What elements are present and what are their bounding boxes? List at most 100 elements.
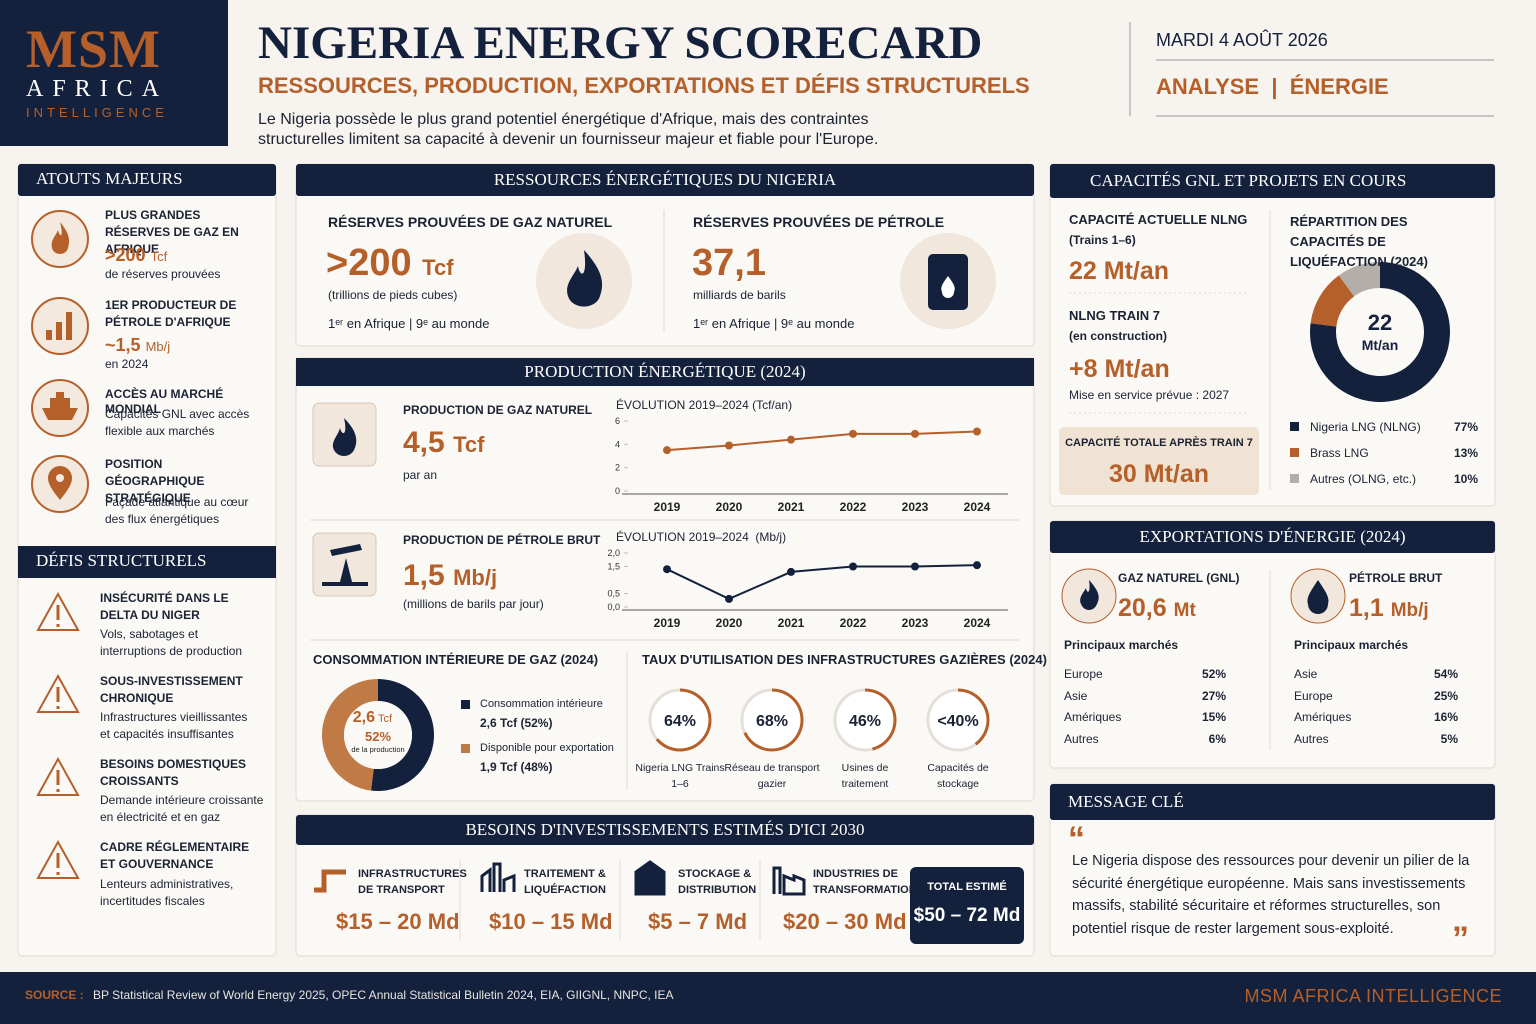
market-share: 15%: [1201, 710, 1226, 724]
legend-value: 13%: [1453, 446, 1478, 460]
drop-icon: [941, 276, 955, 298]
warning-icon: [36, 673, 80, 713]
value: 1,5: [403, 559, 445, 592]
category: ANALYSE | ÉNERGIE: [1156, 74, 1389, 99]
logo-main: MSM: [26, 19, 161, 79]
y-tick-label: 0,5: [607, 589, 620, 599]
gnl-total-label: CAPACITÉ TOTALE APRÈS TRAIN 7: [1065, 437, 1253, 449]
gnl-sub: (en construction): [1069, 329, 1167, 343]
data-point: [973, 427, 981, 436]
legend-label: Autres (OLNG, etc.): [1310, 472, 1417, 486]
production-value: 4,5 Tcf: [403, 424, 484, 462]
legend-swatch: [1290, 422, 1299, 431]
x-tick-label: 2023: [902, 500, 929, 514]
intro: Le Nigeria possède le plus grand potenti…: [258, 111, 879, 148]
legend-detail: 1,9 Tcf (48%): [480, 760, 553, 774]
y-tick-label: 4: [615, 439, 620, 449]
section-headers: [18, 164, 1495, 845]
gauge-label: 46%: [849, 713, 881, 730]
defi-text: Demande intérieure croissante en électri…: [100, 793, 264, 824]
total-value: $50 – 72 Md: [913, 905, 1021, 926]
resource-value: 37,1: [692, 242, 766, 284]
flame-icon: [567, 250, 603, 307]
plant-icon: [480, 862, 516, 892]
y-tick-label: 0,0: [607, 602, 620, 612]
gnl-label: CAPACITÉ ACTUELLE NLNG: [1069, 212, 1248, 227]
legend-value: 77%: [1453, 420, 1478, 434]
total-box: [910, 867, 1024, 944]
value: 4,5: [403, 426, 445, 459]
center-unit: Mt/an: [1362, 337, 1399, 353]
chart-title: ÉVOLUTION 2019–2024 (Tcf/an): [616, 398, 793, 412]
resource-label: RÉSERVES PROUVÉES DE PÉTROLE: [693, 214, 945, 230]
data-point: [849, 429, 857, 438]
legend-swatch: [1290, 474, 1299, 483]
data-point: [725, 594, 733, 603]
gauge-arc: [864, 688, 897, 751]
gnl-value: 22 Mt/an: [1069, 257, 1170, 285]
footer-bar: [0, 972, 1536, 1024]
resource-note: milliards de barils: [693, 288, 786, 302]
drop-icon: [1307, 580, 1329, 614]
warning-icon: [36, 591, 80, 631]
production-label: PRODUCTION DE PÉTROLE BRUT: [403, 533, 601, 547]
data-point: [849, 562, 857, 571]
invest-label: TRAITEMENT & LIQUÉFACTION: [524, 868, 606, 896]
x-tick-label: 2021: [778, 616, 805, 630]
source-label: SOURCE :: [25, 988, 84, 1002]
market-name: Amériques: [1294, 710, 1352, 724]
section-title: EXPORTATIONS D'ÉNERGIE (2024): [1139, 527, 1406, 546]
unit: Tcf: [150, 249, 168, 264]
value: ~1,5: [105, 335, 141, 355]
gauge-arc: [655, 688, 712, 752]
y-tick-label: 0: [615, 486, 620, 496]
page-subtitle: RESSOURCES, PRODUCTION, EXPORTATIONS ET …: [258, 73, 1030, 98]
defi-title: SOUS-INVESTISSEMENT CHRONIQUE: [100, 674, 243, 705]
resource-rank: 1ᵉʳ en Afrique | 9ᵉ au monde: [693, 316, 855, 331]
section-title: MESSAGE CLÉ: [1068, 792, 1184, 811]
production-note: par an: [403, 468, 438, 482]
header-bar: [18, 546, 276, 578]
defi-text: Infrastructures vieillissantes et capaci…: [100, 710, 248, 741]
atout-text: Façade atlantique au cœur des flux énerg…: [105, 495, 249, 526]
donut-segment: [370, 679, 434, 791]
gauge-category: Capacités de stockage: [927, 762, 989, 790]
donut-hole: [344, 701, 412, 769]
data-line: [666, 564, 978, 600]
header-bar: [1050, 521, 1495, 553]
value: >200: [105, 245, 146, 265]
atout-title: 1ER PRODUCTEUR DE PÉTROLE D'AFRIQUE: [105, 298, 237, 329]
export-value: 1,1 Mb/j: [1349, 593, 1429, 624]
logo-sub2: INTELLIGENCE: [26, 105, 168, 120]
section-title: DÉFIS STRUCTURELS: [36, 551, 207, 570]
gauge-category: Nigeria LNG Trains 1–6: [635, 762, 725, 790]
data-point: [973, 561, 981, 570]
x-tick-label: 2021: [778, 500, 805, 514]
x-tick-label: 2024: [964, 500, 991, 514]
legend-swatch: [461, 700, 470, 709]
atout-title: POSITION GÉOGRAPHIQUE STRATÉGIQUE: [105, 457, 205, 505]
unit: Tcf: [422, 255, 454, 280]
invest-value: $20 – 30 Md: [783, 909, 907, 934]
footer-brand: MSM AFRICA INTELLIGENCE: [1244, 986, 1502, 1006]
legend-swatch: [461, 744, 470, 753]
bar-icon: [46, 330, 52, 340]
pie-segment: [1310, 275, 1355, 328]
flame-icon: [332, 418, 357, 456]
atout-icons: [31, 210, 89, 513]
gnl-value: +8 Mt/an: [1069, 355, 1170, 383]
resource-value: >200 Tcf: [326, 240, 454, 288]
x-tick-label: 2023: [902, 616, 929, 630]
pipe-icon: [314, 869, 346, 893]
data-point: [787, 435, 795, 444]
atout-title: PLUS GRANDES RÉSERVES DE GAZ EN AFRIQUE: [105, 208, 239, 256]
market-share: 6%: [1208, 731, 1226, 746]
value: 1,1: [1349, 594, 1384, 622]
unit: Mb/j: [1390, 600, 1429, 621]
data-point: [725, 441, 733, 450]
pumpjack-icon: [322, 544, 368, 586]
value: 20,6: [1118, 594, 1167, 622]
section-title: BESOINS D'INVESTISSEMENTS ESTIMÉS D'ICI …: [465, 820, 865, 839]
flame-icon: [51, 222, 70, 254]
defi-title: BESOINS DOMESTIQUES CROISSANTS: [100, 757, 247, 788]
